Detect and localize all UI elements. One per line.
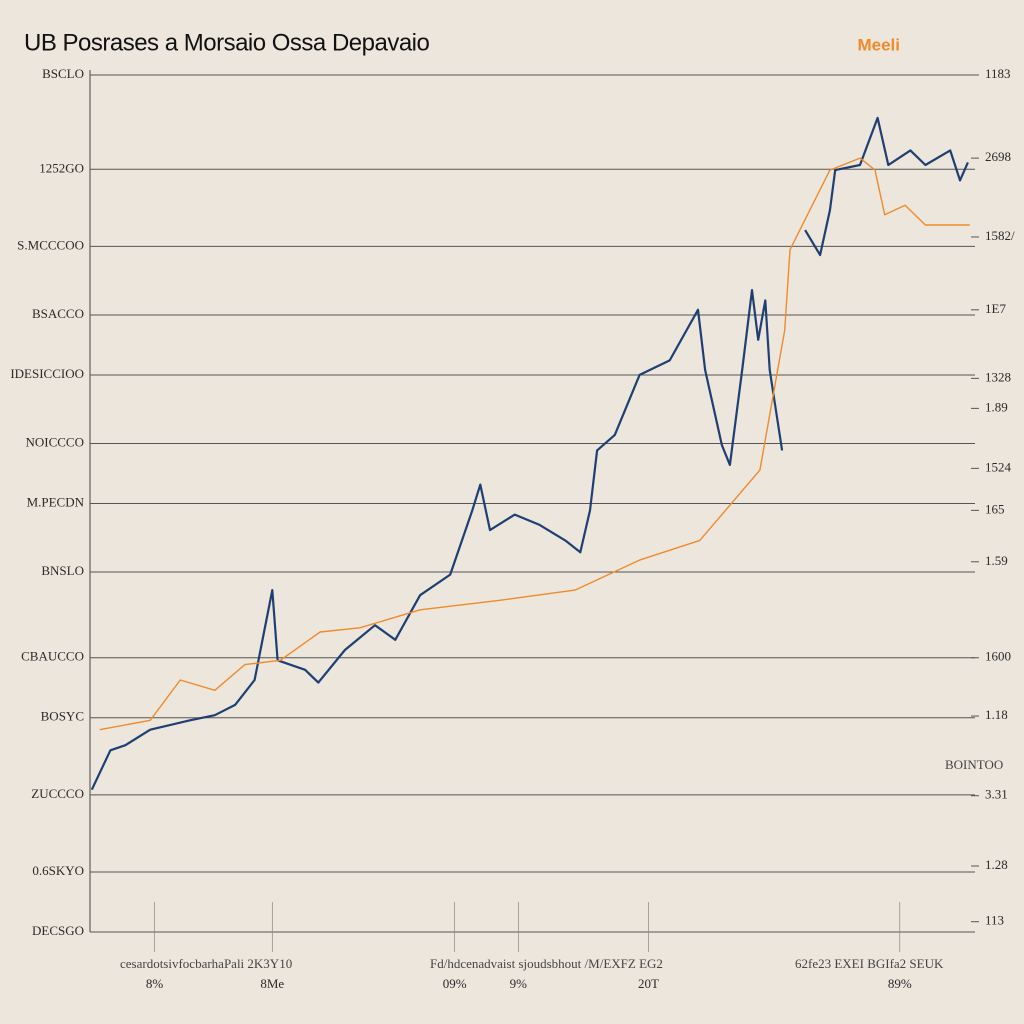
x-tick-label: 09% [443, 976, 467, 991]
y2-tick-label: 1.59 [985, 553, 1008, 568]
annotation: 62fe23 EXEI BGIfa2 SEUK [795, 956, 944, 971]
y-tick-label: CBAUCCO [21, 649, 84, 664]
y2-tick-label: 1183 [985, 66, 1011, 81]
x-tick-label: 8Me [260, 976, 284, 991]
y2-tick-label: 1.89 [985, 399, 1008, 414]
x-tick-label: 9% [510, 976, 528, 991]
y2-tick-label: 1.28 [985, 857, 1008, 872]
y-tick-label: BSCLO [42, 66, 84, 81]
y2-tick-label: 113 [985, 913, 1004, 928]
y-tick-label: S.MCCCOO [17, 237, 84, 252]
x-tick-label: 89% [888, 976, 912, 991]
chart-title: UB Posrases a Morsaio Ossa Depavaio [24, 29, 430, 56]
y-tick-label: NOICCCO [25, 434, 84, 449]
y-tick-label: IDESICCIOO [10, 366, 84, 381]
series-line [90, 116, 969, 791]
y-tick-label: 0.6SKYO [32, 863, 84, 878]
y2-tick-label: 1524 [985, 459, 1012, 474]
y-tick-label: M.PECDN [27, 494, 85, 509]
x-tick-label: 20T [638, 976, 659, 991]
annotation: cesardotsivfocbarhaPali 2K3Y10 [120, 956, 292, 971]
x-tick-label: 8% [146, 976, 164, 991]
annotation: Fd/hdcenadvaist sjoudsbhout /M/EXFZ EG2 [430, 956, 663, 971]
y2-tick-label: 1.18 [985, 707, 1008, 722]
y2-tick-label: 1E7 [985, 301, 1006, 316]
y-tick-label: BSACCO [32, 306, 84, 321]
series-line [99, 157, 970, 731]
y-tick-label: 1252GO [39, 160, 84, 175]
y2-tick-label: 3.31 [985, 787, 1008, 802]
annotation: BOINTOO [945, 757, 1003, 772]
y-tick-label: ZUCCCO [31, 786, 84, 801]
legend-label: Meeli [857, 35, 900, 54]
y2-tick-label: 1582/ [985, 228, 1015, 243]
y2-tick-label: 1600 [985, 649, 1011, 664]
y-tick-label: DECSGO [32, 923, 84, 938]
y-tick-label: BNSLO [41, 563, 84, 578]
y2-tick-label: 165 [985, 501, 1005, 516]
y-tick-label: BOSYC [41, 709, 84, 724]
y2-tick-label: 1328 [985, 369, 1011, 384]
y2-tick-label: 2698 [985, 149, 1011, 164]
